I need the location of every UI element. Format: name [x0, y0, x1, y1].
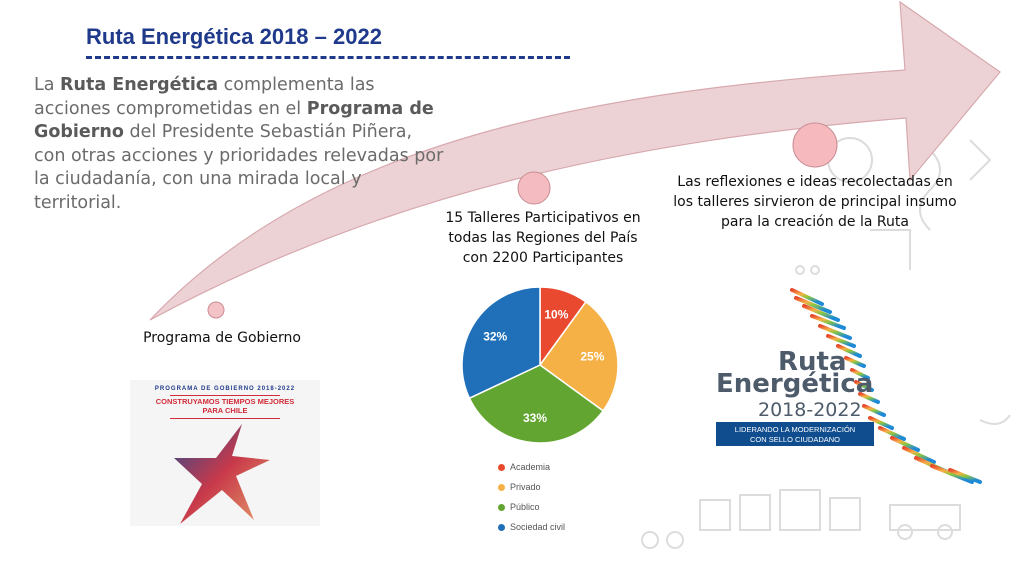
pie-label-3: 32% — [483, 330, 507, 344]
program-cover-image: PROGRAMA DE GOBIERNO 2018-2022 CONSTRUYA… — [130, 380, 320, 526]
arrow-body — [149, 0, 1001, 321]
logo-word-energetica: Energética — [716, 369, 873, 399]
legend-swatch — [498, 524, 505, 531]
program-card-slogan: CONSTRUYAMOS TIEMPOS MEJORES PARA CHILE — [130, 397, 320, 415]
legend-item: Sociedad civil — [498, 522, 566, 532]
intro-text-2: complementa las acciones comprometidas e… — [34, 75, 375, 119]
legend-label: Público — [510, 502, 540, 512]
intro-text-1: La — [34, 75, 61, 95]
intro-paragraph: La Ruta Energética complementa las accio… — [34, 74, 444, 215]
slogan-line-1: CONSTRUYAMOS TIEMPOS MEJORES — [155, 397, 295, 406]
legend-swatch — [498, 484, 505, 491]
logo-badge — [716, 422, 874, 446]
legend-swatch — [498, 504, 505, 511]
intro-bold-programa: Programa de Gobierno — [34, 98, 434, 143]
slogan-line-2: PARA CHILE — [202, 406, 248, 415]
legend-item: Academia — [498, 462, 551, 472]
pie-label-2: 33% — [523, 411, 547, 425]
timeline-dot-3 — [792, 122, 838, 168]
step-label-talleres: 15 Talleres Participativos en todas las … — [445, 210, 641, 266]
timeline-dot-2 — [517, 171, 551, 205]
pie-slice-privado — [538, 300, 619, 412]
pie-label-1: 25% — [580, 350, 604, 364]
card-rule-top — [170, 395, 280, 396]
pie-slice-publico — [468, 364, 605, 444]
pie-label-0: 10% — [544, 308, 568, 322]
chile-stripes — [790, 288, 982, 484]
intro-bold-ruta: Ruta Energética — [60, 75, 219, 95]
card-rule-bottom — [170, 418, 280, 419]
step-label-reflexiones: Las reflexiones e ideas recolectadas en … — [673, 174, 957, 230]
page-title: Ruta Energética 2018 – 2022 — [86, 24, 382, 49]
star-icon — [174, 424, 270, 524]
legend-item: Público — [498, 502, 540, 512]
logo-badge-line-2: CON SELLO CIUDADANO — [750, 435, 840, 444]
timeline-dot-1 — [207, 301, 225, 319]
background-line-art — [641, 137, 1011, 549]
step-label-programa: Programa de Gobierno — [143, 330, 301, 346]
legend-swatch — [498, 464, 505, 471]
legend-label: Sociedad civil — [510, 522, 566, 532]
participants-pie-chart: 10% 25% 33% 32% — [461, 286, 619, 444]
intro-text-3: del Presidente Sebastián Piñera, con otr… — [34, 122, 444, 213]
program-card-heading: PROGRAMA DE GOBIERNO 2018-2022 — [154, 386, 296, 392]
legend-label: Academia — [510, 462, 551, 472]
pie-slice-sociedad-civil — [461, 286, 541, 400]
legend-item: Privado — [498, 482, 541, 492]
logo-badge-line-1: LIDERANDO LA MODERNIZACIÓN — [735, 425, 855, 434]
title-underline — [86, 56, 570, 59]
logo-word-ruta: Ruta — [778, 347, 847, 377]
legend-label: Privado — [510, 482, 541, 492]
logo-years: 2018-2022 — [758, 399, 862, 421]
ruta-energetica-logo: Ruta Energética 2018-2022 LIDERANDO LA M… — [716, 288, 982, 484]
